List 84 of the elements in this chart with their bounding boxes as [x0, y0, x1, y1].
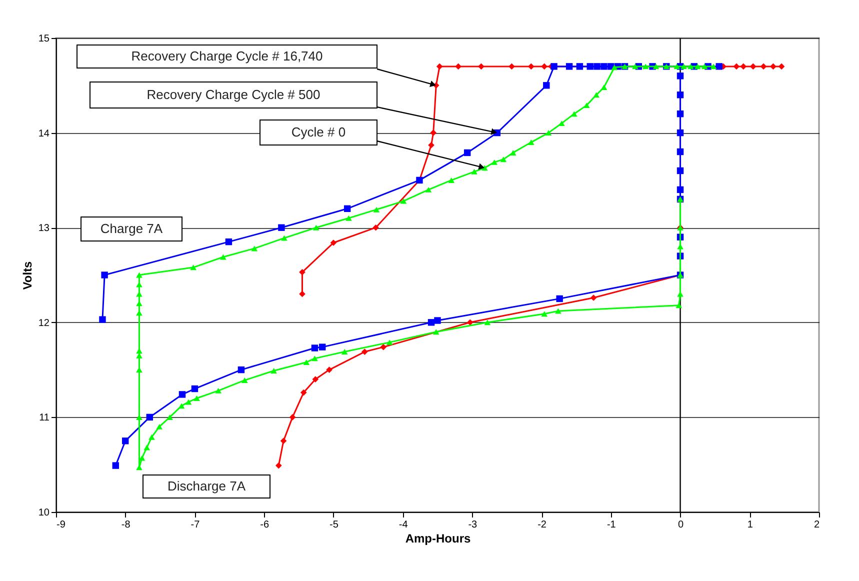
y-tick-label: 14 — [38, 128, 50, 140]
point — [716, 63, 722, 70]
point — [280, 438, 287, 444]
point — [590, 294, 597, 301]
point — [99, 316, 106, 323]
point — [101, 272, 108, 278]
y-tick-label: 11 — [39, 412, 50, 424]
point — [600, 63, 608, 70]
point — [428, 319, 435, 326]
point — [676, 167, 684, 174]
x-tick-label: -8 — [121, 520, 131, 530]
point — [428, 142, 434, 148]
point — [543, 82, 550, 89]
point — [676, 186, 684, 194]
x-axis-title: Amp-Hours — [405, 532, 471, 546]
point — [122, 438, 129, 444]
point — [372, 224, 379, 231]
x-tick-label: -9 — [56, 520, 66, 530]
x-tick-label: 0 — [678, 520, 684, 530]
point — [750, 63, 756, 70]
point — [556, 295, 563, 302]
point — [478, 63, 484, 70]
x-tick-label: -2 — [538, 520, 547, 530]
point — [760, 63, 767, 70]
point — [466, 319, 474, 326]
y-tick-label: 12 — [38, 318, 50, 329]
point — [112, 462, 120, 469]
point — [275, 462, 282, 469]
point — [191, 385, 198, 392]
point — [178, 391, 186, 398]
y-tick-label: 10 — [38, 508, 50, 518]
point — [576, 63, 584, 70]
point — [278, 224, 285, 231]
point — [436, 63, 443, 70]
x-tick-label: -1 — [606, 520, 616, 530]
point — [676, 110, 684, 118]
x-tick-label: -7 — [190, 520, 200, 530]
y-tick-label: 15 — [38, 34, 50, 44]
annotation: Recovery Charge Cycle # 500 — [146, 87, 320, 102]
point — [289, 414, 296, 420]
point — [676, 92, 684, 98]
point — [299, 268, 306, 276]
point — [550, 63, 558, 70]
annotation: Recovery Charge Cycle # 16,740 — [131, 48, 323, 64]
y-axis-title: Volts — [20, 260, 34, 290]
x-tick-label: 2 — [814, 520, 820, 530]
point — [362, 348, 368, 355]
annotation: Cycle # 0 — [291, 124, 346, 140]
x-tick-label: 1 — [747, 520, 754, 530]
point — [344, 205, 351, 212]
point — [311, 344, 318, 352]
point — [225, 238, 232, 246]
point — [380, 344, 387, 350]
point — [528, 63, 534, 70]
point — [300, 389, 307, 396]
point — [566, 63, 573, 70]
point — [312, 376, 319, 382]
point — [676, 148, 684, 156]
x-tick-label: -4 — [398, 520, 408, 530]
x-tick-label: -3 — [468, 520, 478, 530]
point — [778, 63, 785, 70]
point — [434, 317, 441, 324]
point — [740, 63, 747, 70]
point — [586, 63, 594, 70]
point — [770, 63, 776, 70]
annotation: Charge 7A — [100, 221, 163, 236]
point — [319, 344, 326, 350]
point — [508, 63, 515, 70]
point — [594, 63, 600, 70]
point — [733, 63, 740, 70]
point — [430, 130, 436, 136]
annotation: Discharge 7A — [167, 478, 246, 494]
point — [146, 414, 153, 421]
point — [676, 129, 684, 136]
x-tick-label: -5 — [330, 520, 339, 530]
point — [455, 63, 462, 70]
point — [238, 366, 245, 374]
x-tick-label: -6 — [260, 520, 270, 530]
y-tick-label: 13 — [38, 223, 50, 234]
point — [330, 240, 337, 246]
point — [464, 149, 471, 156]
point — [299, 290, 306, 298]
point — [326, 366, 332, 373]
point — [541, 63, 548, 70]
